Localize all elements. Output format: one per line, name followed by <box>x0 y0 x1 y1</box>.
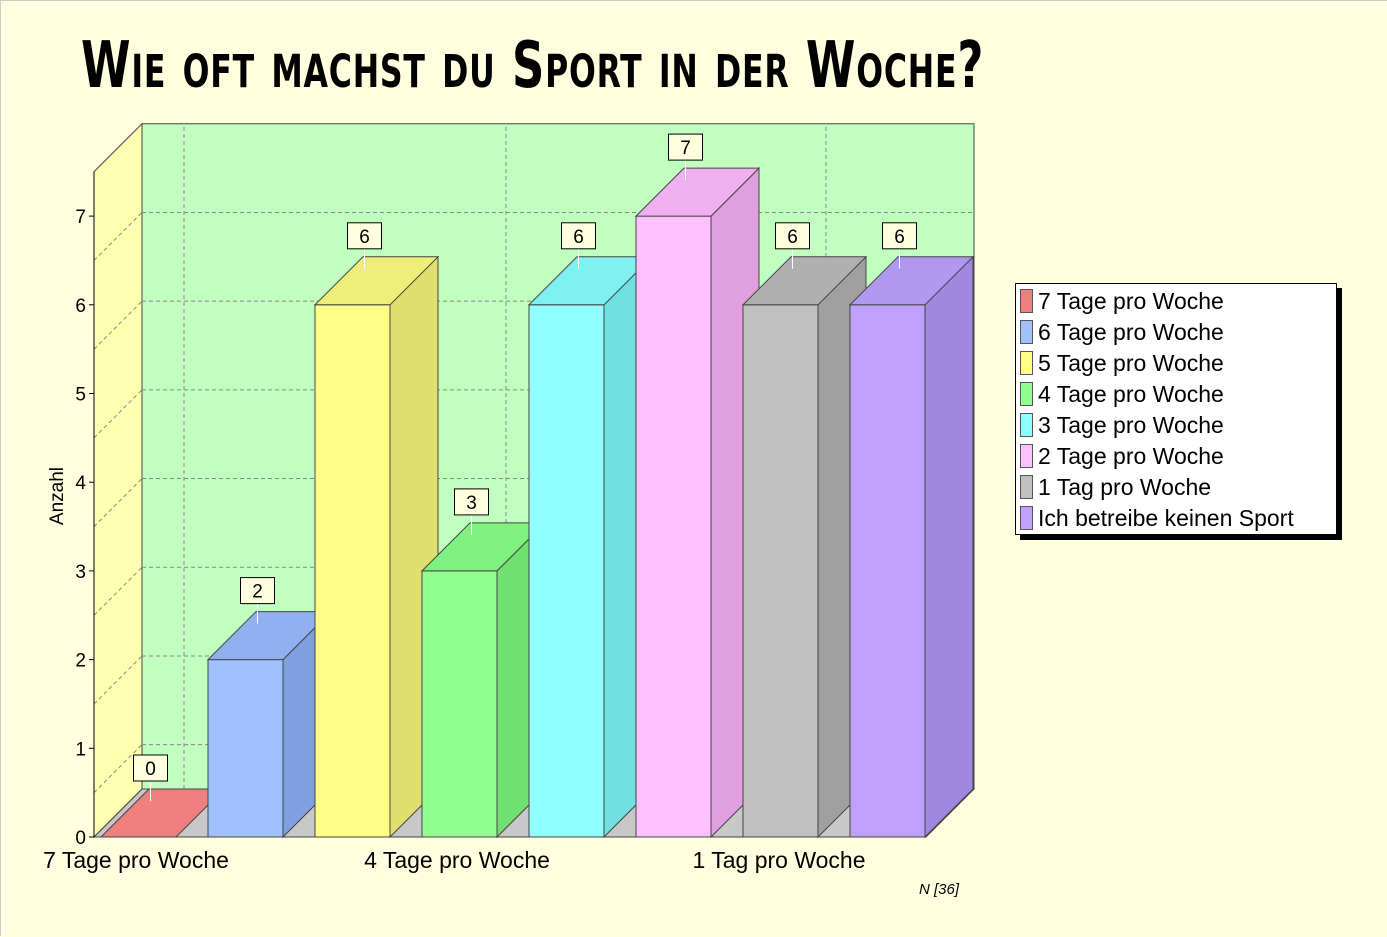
data-label: 6 <box>359 227 370 248</box>
y-tick-label: 4 <box>75 473 86 494</box>
bar <box>420 521 547 839</box>
gridline <box>93 655 143 705</box>
gridline <box>93 389 143 439</box>
bar <box>741 255 868 839</box>
legend-item: 2 Tage pro Woche <box>1020 442 1224 470</box>
bar-front <box>207 659 284 838</box>
legend-swatch <box>1020 382 1033 406</box>
bar-top <box>848 256 975 306</box>
legend-label: 6 Tage pro Woche <box>1038 318 1224 345</box>
data-label: 6 <box>573 227 584 248</box>
legend-label: 2 Tage pro Woche <box>1038 442 1224 469</box>
y-tick-label: 6 <box>75 296 86 317</box>
gridline <box>93 300 143 350</box>
bar-front <box>314 304 391 838</box>
data-label-box <box>882 222 917 250</box>
legend-label: 7 Tage pro Woche <box>1038 287 1224 314</box>
data-label-box <box>454 488 489 516</box>
legend-label: Ich betreibe keinen Sport <box>1038 504 1294 531</box>
legend-swatch <box>1020 444 1033 468</box>
bar-top <box>634 167 761 217</box>
legend-swatch <box>1020 506 1033 530</box>
legend-item: 6 Tage pro Woche <box>1020 318 1224 346</box>
y-tick-label: 0 <box>75 828 86 849</box>
bar-front <box>635 215 712 838</box>
bar <box>848 255 975 839</box>
legend-swatch <box>1020 475 1033 499</box>
legend-item: 3 Tage pro Woche <box>1020 411 1224 439</box>
y-tick-label: 3 <box>75 562 86 583</box>
bar <box>206 610 333 839</box>
gridline <box>93 212 143 261</box>
sample-size-note: N [36] <box>919 881 960 898</box>
legend-label: 4 Tage pro Woche <box>1038 380 1224 407</box>
gridline <box>93 744 143 794</box>
legend-item: 7 Tage pro Woche <box>1020 287 1224 315</box>
y-tick-label: 1 <box>75 739 86 760</box>
bar-front <box>421 570 498 838</box>
bar-front <box>528 304 605 838</box>
bar-front <box>849 304 926 838</box>
bar <box>634 166 761 839</box>
legend-swatch <box>1020 320 1033 344</box>
y-axis-title: Anzahl <box>47 467 68 525</box>
y-tick-label: 2 <box>75 651 86 672</box>
bar <box>313 255 440 839</box>
legend-swatch <box>1020 351 1033 375</box>
bar-top <box>313 256 440 306</box>
bar-side <box>924 255 974 839</box>
legend-item: Ich betreibe keinen Sport <box>1020 504 1294 532</box>
legend-item: 1 Tag pro Woche <box>1020 473 1211 501</box>
y-tick-label: 7 <box>75 207 86 228</box>
chart-legend: 7 Tage pro Woche 6 Tage pro Woche 5 Tage p… <box>1015 283 1337 535</box>
legend-item: 4 Tage pro Woche <box>1020 380 1224 408</box>
x-tick-label: 7 Tage pro Woche <box>43 847 229 873</box>
data-label: 2 <box>252 582 263 603</box>
data-label-box <box>347 222 382 250</box>
legend-label: 1 Tag pro Woche <box>1038 473 1212 500</box>
x-tick-label: 4 Tage pro Woche <box>364 847 550 873</box>
legend-label: 5 Tage pro Woche <box>1038 349 1224 376</box>
bar <box>527 255 654 839</box>
legend-item: 5 Tage pro Woche <box>1020 349 1224 377</box>
bar-top <box>741 256 868 306</box>
data-label: 3 <box>466 493 477 514</box>
data-label: 7 <box>680 138 691 159</box>
data-label-box <box>133 754 168 782</box>
data-label-box <box>775 222 810 250</box>
y-tick-label: 5 <box>75 385 86 406</box>
bar-front <box>742 304 819 838</box>
legend-swatch <box>1020 289 1033 313</box>
left-wall <box>93 122 143 839</box>
data-label: 0 <box>145 759 156 780</box>
data-label-box <box>561 222 596 250</box>
gridline <box>93 566 143 616</box>
legend-swatch <box>1020 413 1033 437</box>
gridline <box>93 478 143 527</box>
x-tick-label: 1 Tag pro Woche <box>692 847 865 873</box>
data-label-box <box>668 133 703 161</box>
data-label-box <box>240 577 275 605</box>
data-label: 6 <box>787 227 798 248</box>
legend-label: 3 Tage pro Woche <box>1038 411 1224 438</box>
data-label: 6 <box>894 227 905 248</box>
